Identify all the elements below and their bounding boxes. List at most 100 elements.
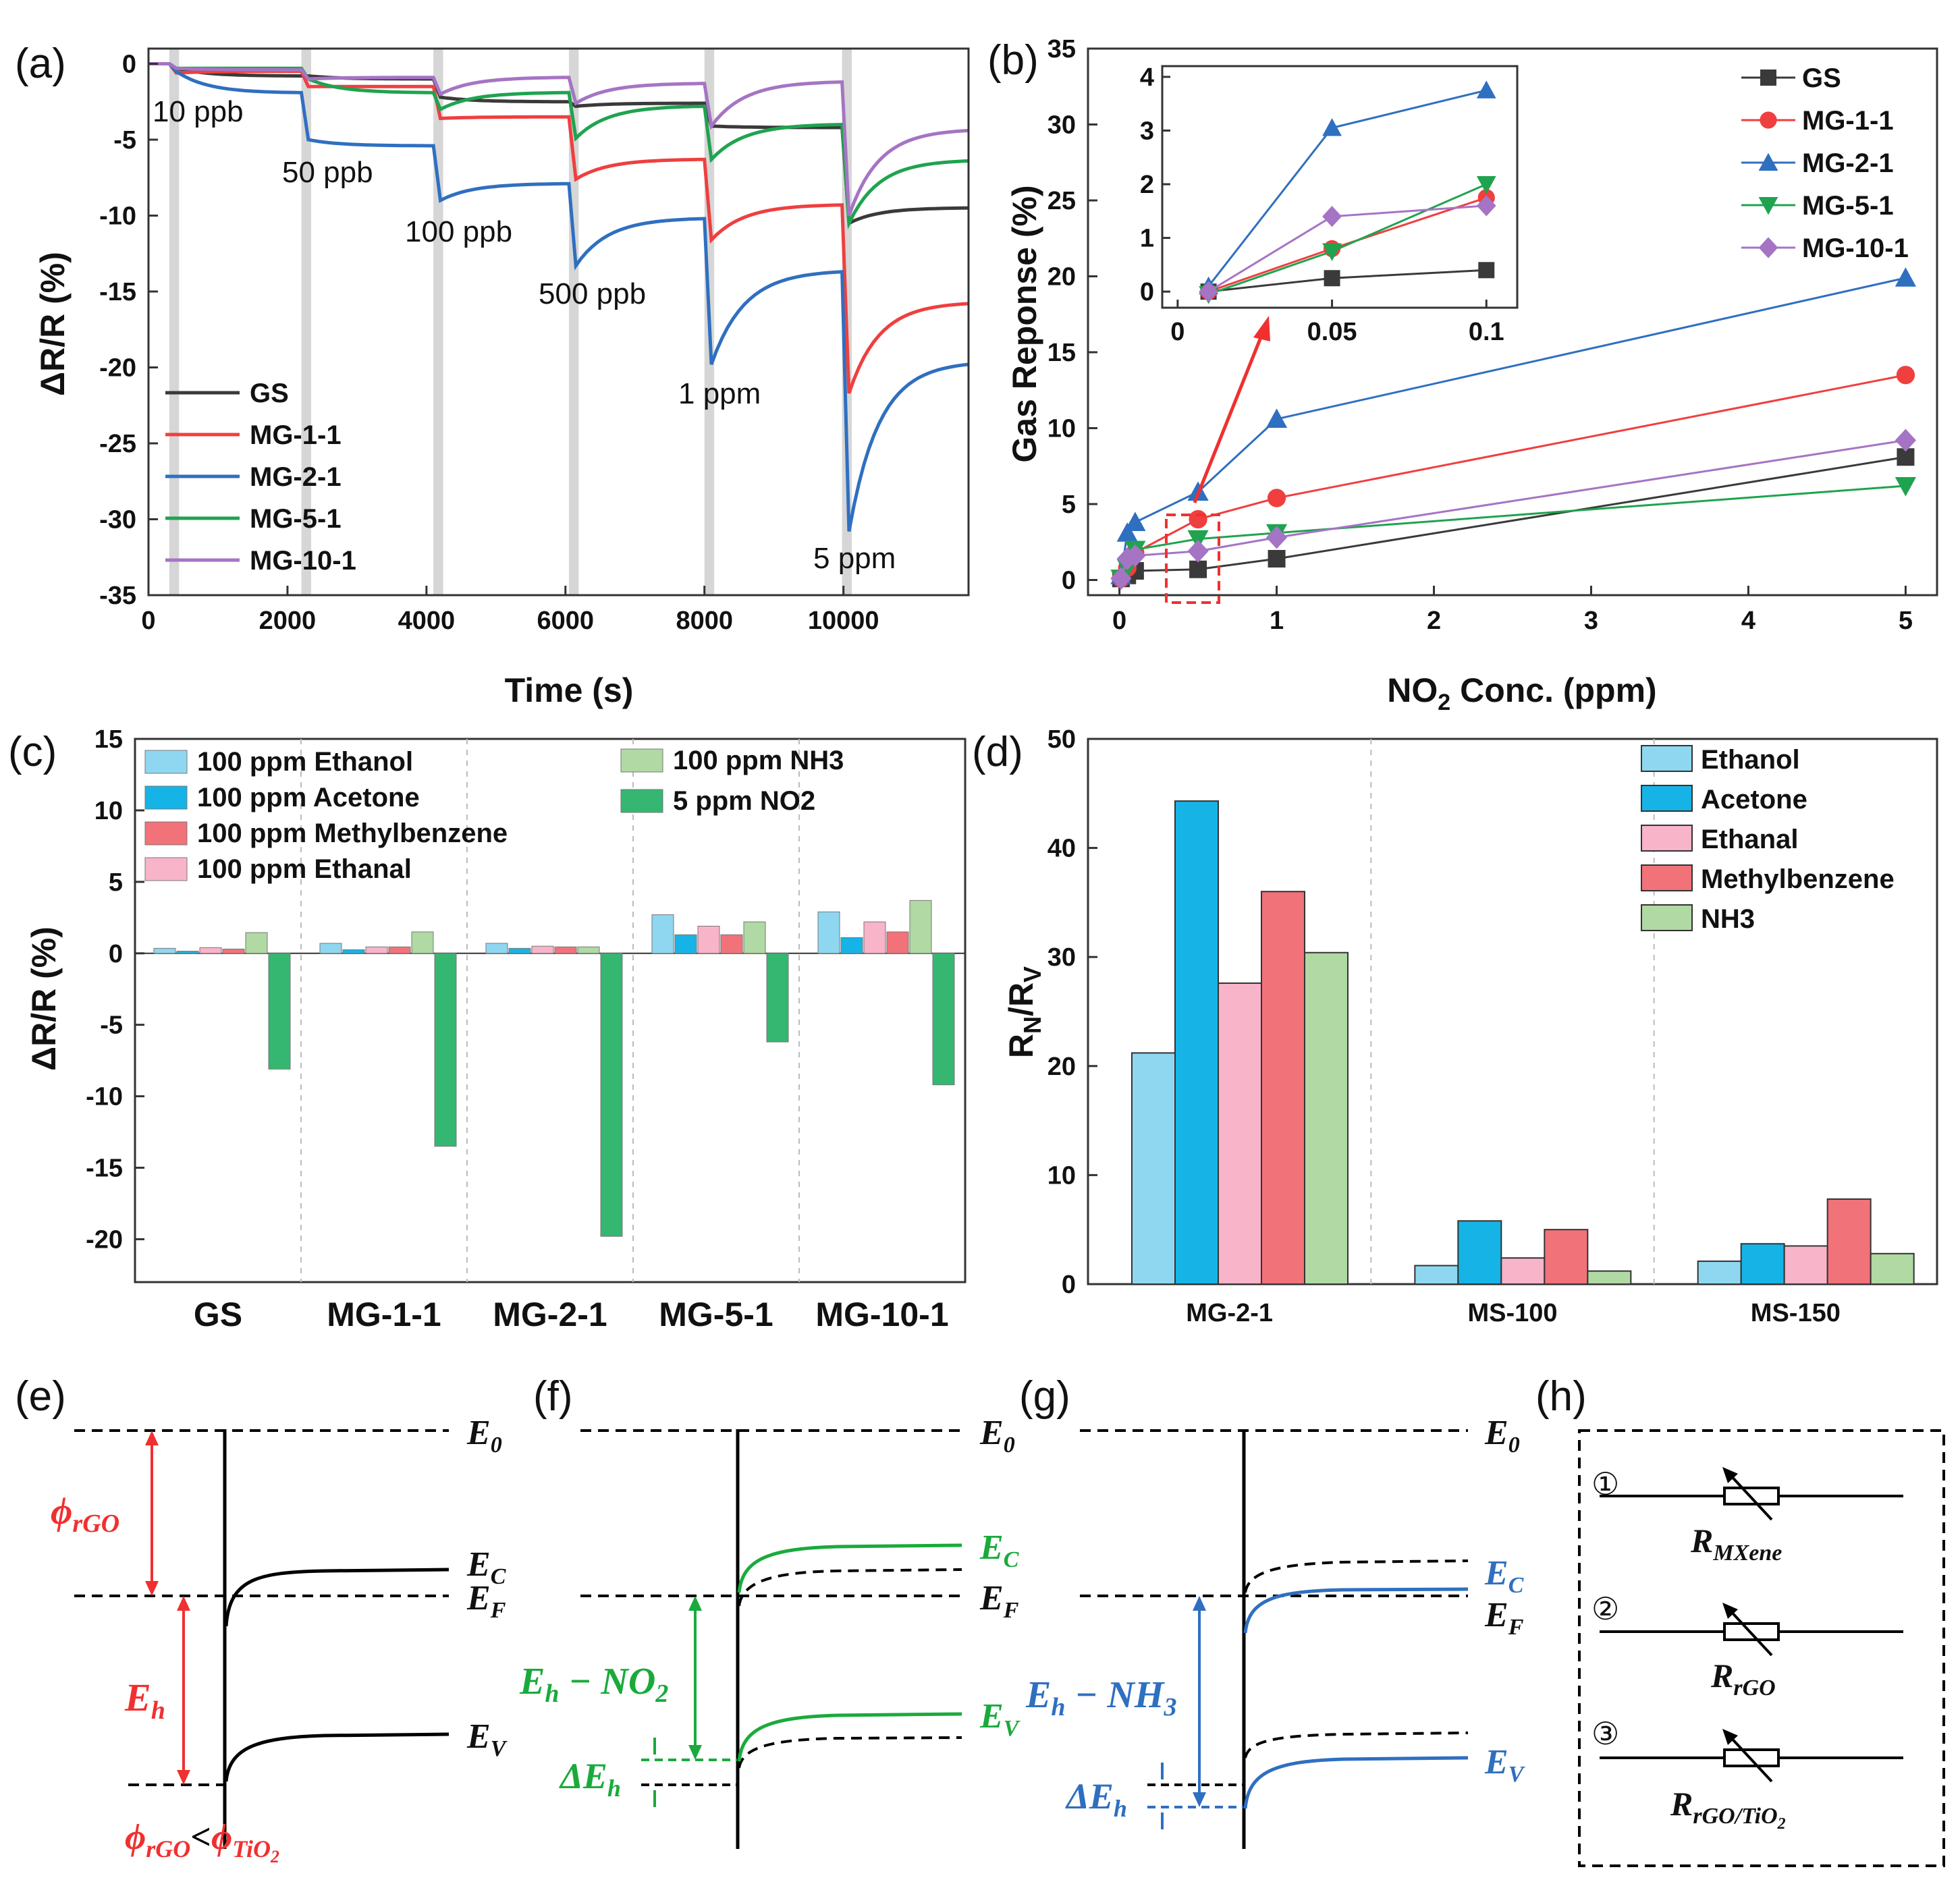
legend-label: MG-1-1 <box>250 420 342 450</box>
legend-label: MG-2-1 <box>250 462 342 492</box>
legend-swatch <box>144 785 188 810</box>
panel-h-label: (h) <box>1535 1373 1587 1420</box>
bar-acetone <box>1174 800 1219 1285</box>
legend-label: MG-5-1 <box>250 504 342 534</box>
legend-swatch <box>620 789 663 813</box>
y-tick-label: 40 <box>1047 835 1076 863</box>
x-tick-label: 1 <box>1270 607 1284 635</box>
inset-x-tick-label: 0.1 <box>1469 318 1504 346</box>
category-label: MS-100 <box>1467 1299 1557 1327</box>
legend-label: MG-10-1 <box>1802 233 1909 263</box>
data-point <box>1116 522 1138 542</box>
y-tick-label: -20 <box>86 1225 123 1254</box>
index-2: ② <box>1591 1591 1619 1626</box>
r-rgo-label: RrGO <box>1710 1657 1776 1700</box>
y-tick-label: 10 <box>1047 415 1076 443</box>
y-axis-ticks: 0 5 10 15 20 25 30 35 <box>1047 35 1097 595</box>
y-tick-label: -20 <box>99 354 136 383</box>
inset-frame <box>1161 65 1519 309</box>
delta-eh-label: ΔEh <box>1065 1776 1127 1822</box>
bar-ethanal <box>1218 982 1262 1285</box>
bar-no2 <box>932 953 955 1086</box>
panel-g-band-diagram-nh3: (g) Eh − NH3 ΔEh E0 EC EF EV <box>1019 1373 1525 1849</box>
legend-label: 100 ppm Ethanal <box>197 854 412 884</box>
x-axis-label: Time (s) <box>505 671 634 709</box>
variable-arrow <box>1726 1607 1773 1657</box>
category-label: MG-1-1 <box>327 1296 441 1333</box>
legend-label: 100 ppm Methylbenzene <box>197 819 508 848</box>
exposure-band <box>301 49 311 595</box>
y-tick-label: 5 <box>1062 491 1076 519</box>
panel-b-label: (b) <box>987 37 1039 84</box>
x-tick-label: 10000 <box>808 607 879 635</box>
data-point <box>1124 544 1146 568</box>
legend-swatch <box>144 857 188 881</box>
arrow-head-up <box>688 1596 702 1611</box>
variable-arrow <box>1726 1733 1773 1783</box>
legend: GS MG-1-1 MG-2-1 MG-5-1 MG-10-1 <box>165 379 356 576</box>
legend-swatch <box>1641 904 1693 931</box>
y-tick-label: 10 <box>1047 1161 1076 1190</box>
y-tick-label: 20 <box>1047 263 1076 292</box>
x-tick-label: 3 <box>1584 607 1598 635</box>
shifted-conduction-band <box>737 1543 962 1593</box>
x-axis-ticks: 0 2000 4000 6000 8000 10000 <box>141 586 879 635</box>
r-mxene-label: RMXene <box>1690 1522 1782 1566</box>
legend-marker <box>1758 153 1778 171</box>
annotation: 500 ppb <box>539 277 646 310</box>
bar-nh3 <box>743 921 766 954</box>
y-tick-label: -25 <box>99 430 136 458</box>
inset-point <box>1476 176 1496 194</box>
y-tick-label: 25 <box>1047 187 1076 215</box>
bar-ethanol <box>153 947 176 954</box>
panel-f-label: (f) <box>533 1373 573 1420</box>
bar-no2 <box>766 953 789 1043</box>
bar-acetone <box>1457 1220 1502 1285</box>
y-tick-label: 15 <box>1047 339 1076 367</box>
resistor-mxene: ① RMXene <box>1591 1466 1903 1566</box>
bar-ethanal <box>863 921 886 954</box>
e0-label: E0 <box>466 1414 502 1458</box>
bars <box>153 900 955 1237</box>
bar-acetone <box>176 951 199 954</box>
series-line-gs <box>1120 455 1906 580</box>
bar-ethanal <box>1783 1245 1828 1285</box>
panel-h-resistor-diagram: (h) ① RMXene ② RrGO ③ <box>1535 1373 1945 1867</box>
bar-methylbenzene <box>1544 1229 1589 1285</box>
data-point <box>1895 477 1917 497</box>
inset-y-tick-label: 0 <box>1140 278 1154 306</box>
y-tick-label: -5 <box>100 1012 123 1040</box>
legend-label: 100 ppm Acetone <box>197 783 420 812</box>
bar-acetone <box>674 934 697 954</box>
y-axis-ticks: 0 -5 -10 -15 -20 -25 -30 -35 <box>99 51 158 610</box>
category-label: MG-2-1 <box>1186 1299 1273 1327</box>
resistor-list: ① RMXene ② RrGO ③ <box>1591 1466 1903 1833</box>
bar-nh3 <box>1587 1270 1632 1285</box>
x-axis-ticks: MG-2-1 MS-100 MS-150 <box>1186 1299 1841 1327</box>
bar-no2 <box>268 953 291 1070</box>
bar-methylbenzene <box>554 946 577 954</box>
legend-label: MG-5-1 <box>1802 191 1894 221</box>
shifted-conduction-band <box>1243 1587 1469 1634</box>
bar-ethanol <box>651 914 674 954</box>
variable-arrow-head <box>1722 1729 1738 1745</box>
y-tick-label: -15 <box>99 278 136 306</box>
shifted-valence-band <box>737 1712 962 1762</box>
data-point <box>1265 526 1288 549</box>
bar-nh3 <box>245 932 268 954</box>
legend-swatch <box>144 750 188 774</box>
index-3: ③ <box>1591 1716 1619 1751</box>
plot-frame <box>134 738 967 1283</box>
y-tick-label: -15 <box>86 1155 123 1183</box>
annotation: 100 ppb <box>405 215 512 248</box>
variable-arrow-head <box>1722 1467 1738 1483</box>
original-valence-band <box>1244 1732 1469 1759</box>
inset-point <box>1324 270 1340 287</box>
bar-ethanol <box>485 943 508 954</box>
bar-methylbenzene <box>720 934 743 954</box>
inset-y-tick-label: 1 <box>1140 225 1154 253</box>
y-axis-label: ΔR/R (%) <box>25 926 63 1071</box>
bar-nh3 <box>577 946 600 954</box>
eh-nh3-label: Eh − NH3 <box>1025 1674 1176 1721</box>
y-tick-label: -5 <box>113 126 136 155</box>
